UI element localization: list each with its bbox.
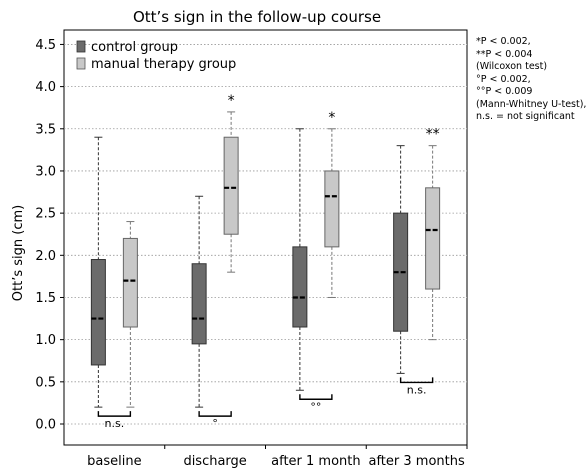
- y-tick-label: 1.5: [35, 291, 56, 306]
- box-manual: [223, 136, 239, 235]
- comparison-label: °: [212, 417, 218, 430]
- chart-title: Ott’s sign in the follow-up course: [133, 8, 381, 26]
- note-line: *P < 0.002,: [476, 36, 531, 47]
- y-tick-label: 0.5: [35, 375, 56, 390]
- y-tick-label: 0.0: [35, 418, 56, 433]
- significance-marker: **: [426, 127, 440, 143]
- y-tick-label: 4.0: [35, 80, 56, 95]
- y-tick-label: 2.5: [35, 207, 56, 222]
- note-line: °P < 0.002,: [476, 73, 531, 85]
- legend-label-control: control group: [91, 40, 178, 55]
- note-line: **P < 0.004: [476, 48, 533, 60]
- y-tick-label: 2.0: [35, 249, 56, 264]
- y-axis-label: Ott’s sign (cm): [11, 205, 26, 301]
- comparison-label: °°: [310, 400, 321, 413]
- box-control: [292, 246, 308, 328]
- legend: control group manual therapy group: [76, 40, 236, 72]
- comparison-bracket: [198, 411, 232, 417]
- box-manual: [425, 187, 441, 290]
- note-line: °°P < 0.009: [476, 86, 533, 97]
- significance-notes: *P < 0.002, **P < 0.004 (Wilcoxon test) …: [476, 36, 586, 124]
- x-tick-label: after 3 months: [368, 454, 464, 469]
- x-tick-label: baseline: [87, 454, 141, 469]
- legend-swatch-control: [76, 40, 86, 53]
- y-tick-label: 1.0: [35, 333, 56, 348]
- legend-label-manual: manual therapy group: [91, 57, 236, 72]
- comparison-bracket: [299, 394, 333, 400]
- comparison-bracket: [399, 377, 434, 384]
- comparison-label: n.s.: [105, 417, 125, 430]
- comparison-bracket: [97, 411, 132, 417]
- box-control: [90, 259, 106, 366]
- comparison-label: n.s.: [407, 383, 427, 396]
- y-tick-label: 3.5: [35, 122, 56, 137]
- box-manual: [324, 170, 340, 248]
- y-tick-label: 4.5: [35, 38, 56, 53]
- note-line: (Mann-Whitney U-test),: [476, 98, 587, 110]
- box-control: [191, 263, 207, 345]
- significance-marker: *: [228, 93, 235, 109]
- y-tick-label: 3.0: [35, 164, 56, 179]
- box-manual: [122, 237, 138, 328]
- plot-area: 0.0 0.5 1.0 1.5 2.0 2.5 3.0 3.5 4.0 4.5 baseline n.…: [35, 29, 468, 469]
- legend-swatch-manual: [76, 57, 86, 70]
- note-line: (Wilcoxon test): [476, 61, 548, 72]
- x-tick-label: discharge: [183, 454, 246, 469]
- significance-marker: *: [328, 110, 335, 126]
- x-tick-label: after 1 month: [271, 454, 360, 469]
- note-line: n.s. = not significant: [476, 111, 575, 122]
